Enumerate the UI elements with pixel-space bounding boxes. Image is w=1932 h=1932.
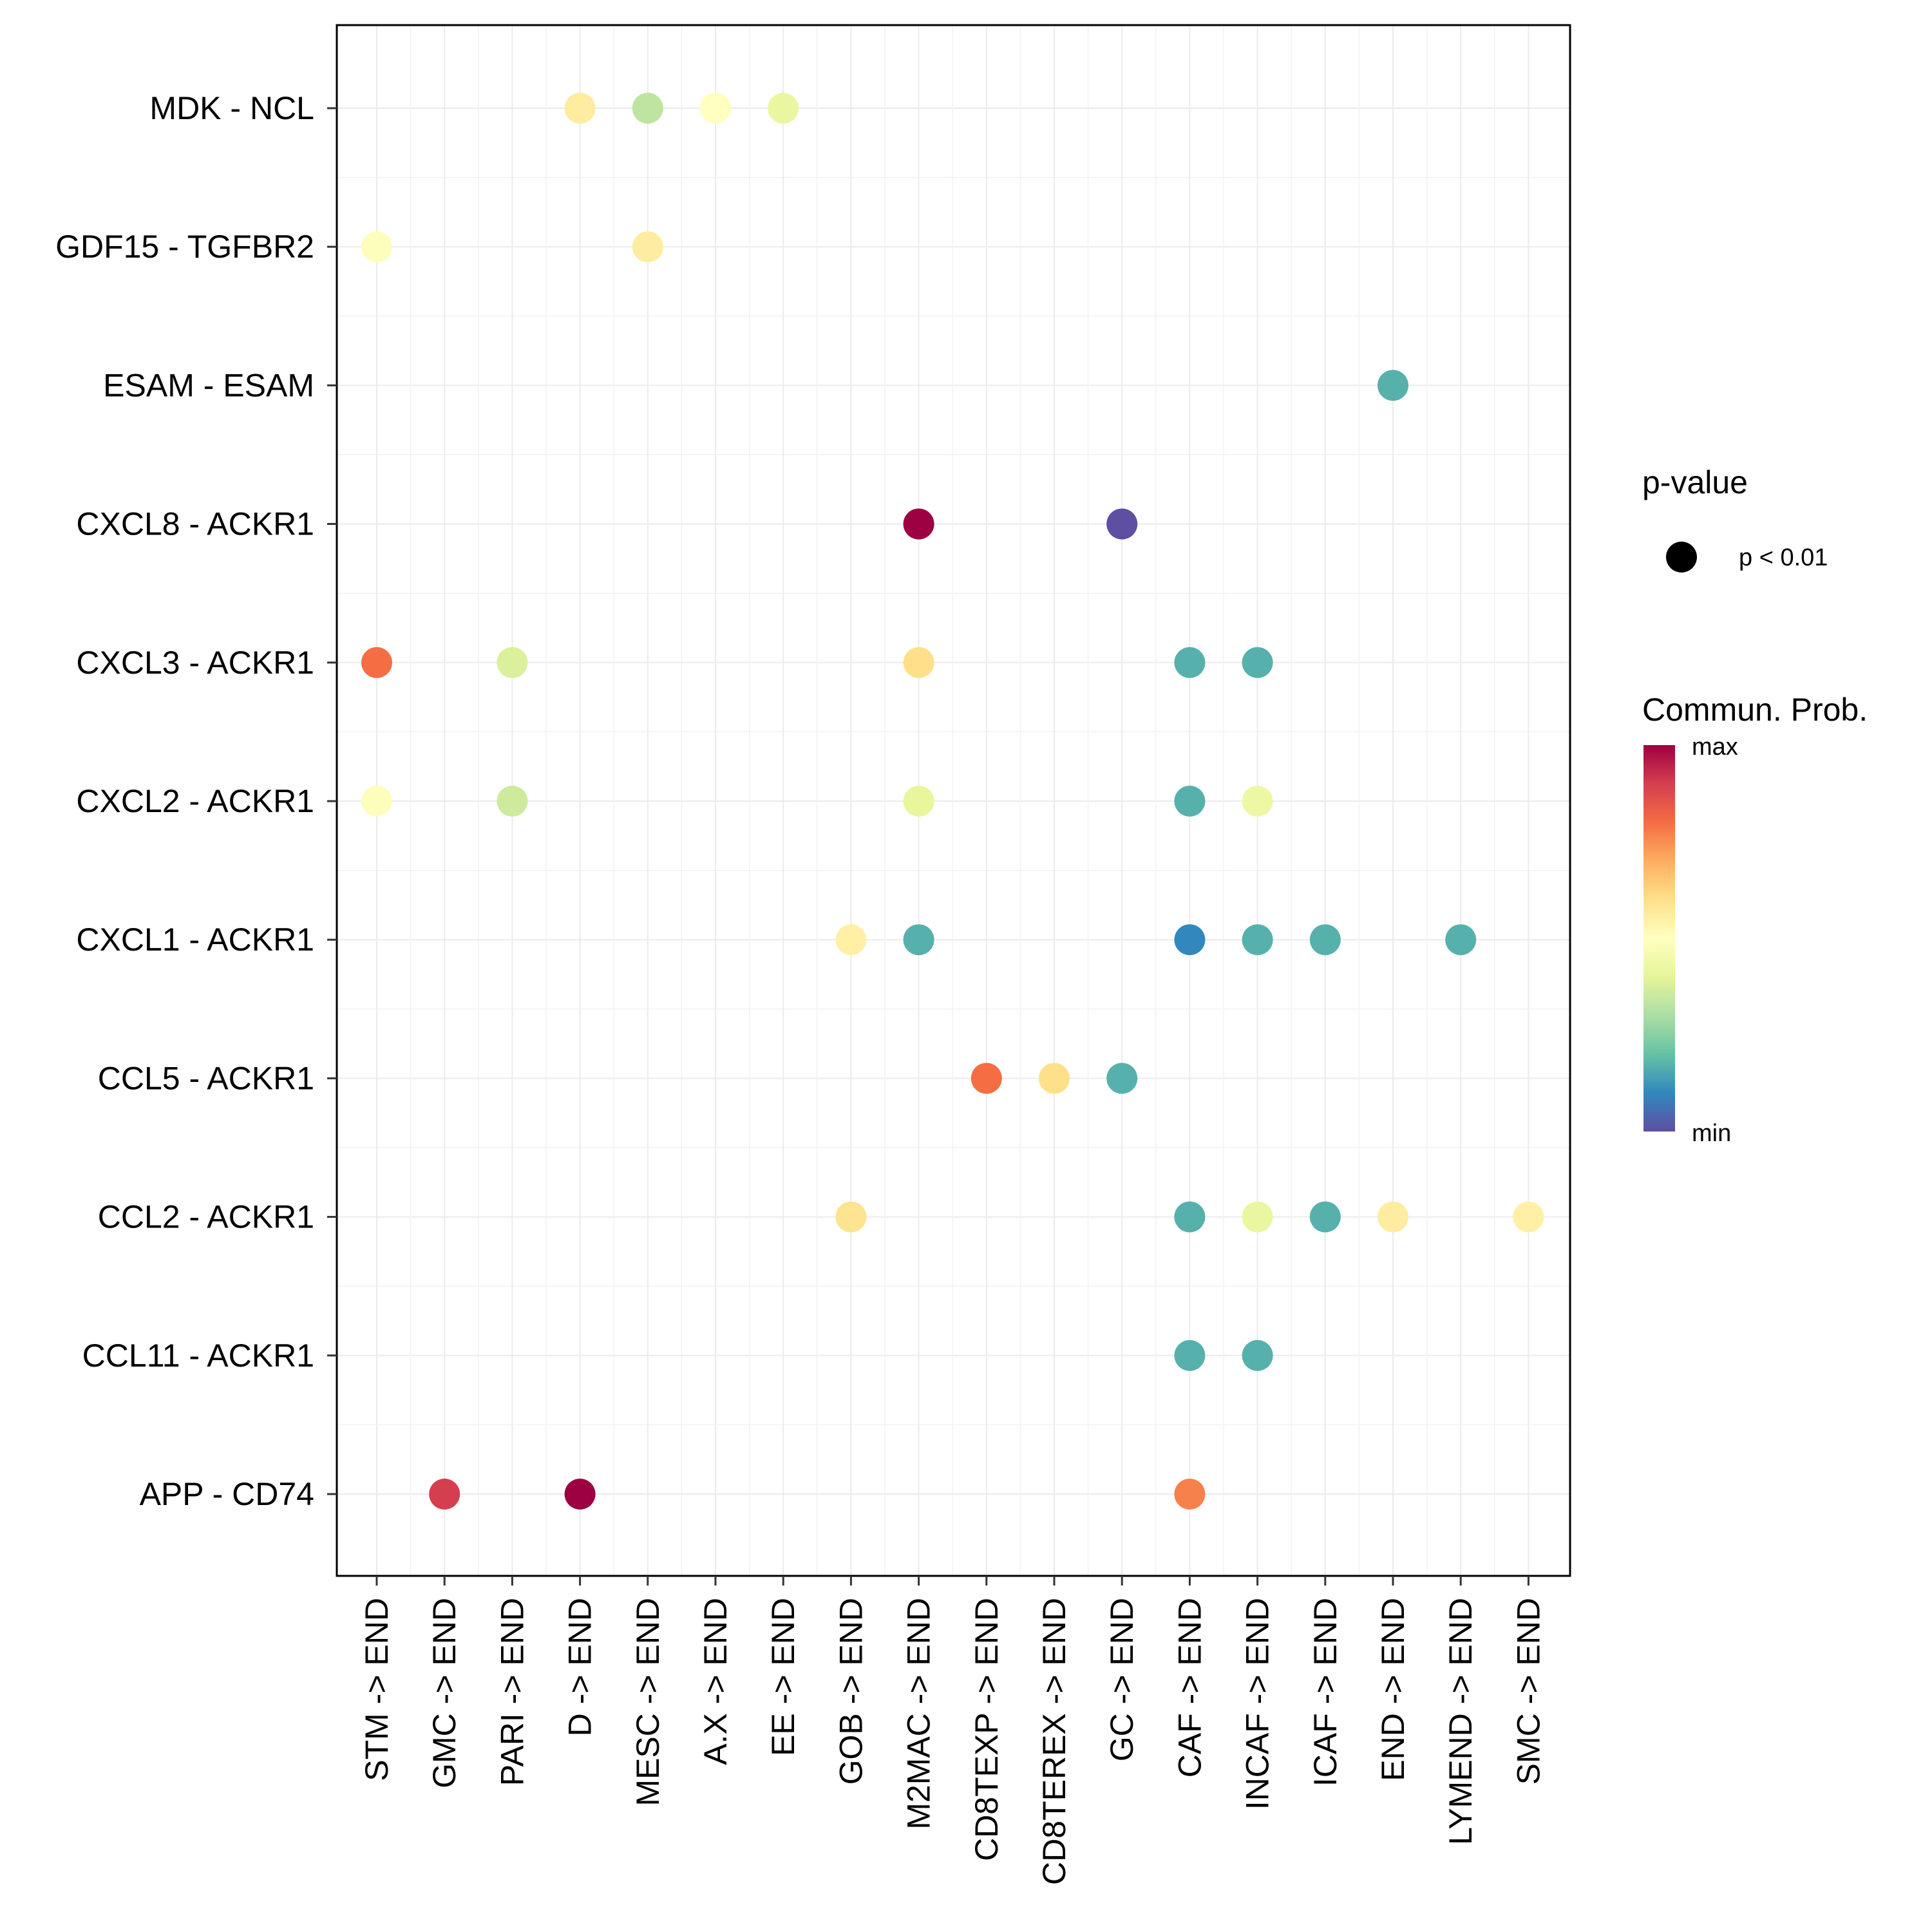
dot-point — [1309, 924, 1341, 956]
dot-point — [1378, 370, 1408, 401]
dot-point — [700, 93, 731, 124]
x-tick-label: GC -> END — [1104, 1598, 1140, 1761]
dot-point — [1174, 786, 1206, 817]
dot-point — [361, 647, 392, 678]
prob-legend: Commun. Prob. max min — [1642, 692, 1868, 1147]
prob-legend-title: Commun. Prob. — [1642, 692, 1868, 728]
dot-point — [564, 93, 596, 124]
x-tick-label: ICAF -> END — [1307, 1598, 1343, 1786]
dot-point — [1174, 1201, 1206, 1233]
x-tick-label: CD8TEXP -> END — [969, 1598, 1005, 1861]
dot-point — [903, 508, 934, 540]
dot-point — [1242, 1340, 1273, 1371]
prob-legend-min: min — [1692, 1120, 1731, 1147]
y-tick-label: MDK - NCL — [149, 90, 314, 126]
dot-point — [1106, 1063, 1138, 1094]
x-tick-label: GMC -> END — [426, 1598, 462, 1788]
dot-point — [632, 93, 663, 124]
x-tick-label: M2MAC -> END — [901, 1598, 937, 1830]
dot-point — [835, 1201, 867, 1233]
data-points — [361, 93, 1544, 1510]
dot-point — [1242, 786, 1273, 817]
dot-point — [1378, 1201, 1408, 1233]
dot-point — [1242, 1201, 1273, 1233]
y-tick-label: APP - CD74 — [140, 1476, 314, 1512]
x-tick-label: A.X -> END — [697, 1598, 734, 1765]
y-axis: MDK - NCL GDF15 - TGFBR2 ESAM - ESAM CXCL8 … — [55, 90, 337, 1512]
prob-colorbar — [1643, 745, 1675, 1132]
dot-point — [361, 231, 392, 263]
dot-point — [903, 647, 934, 678]
dot-point — [1174, 1479, 1206, 1510]
grid-lines — [337, 25, 1570, 1576]
dot-point — [497, 786, 528, 817]
y-tick-label: CCL5 - ACKR1 — [98, 1060, 314, 1096]
dot-point — [429, 1479, 460, 1510]
pvalue-legend-title: p-value — [1642, 464, 1748, 500]
x-tick-label: STM -> END — [359, 1598, 395, 1781]
dot-point — [1174, 924, 1206, 956]
x-tick-label: END -> END — [1375, 1598, 1411, 1781]
x-axis: STM -> END GMC -> END PARI -> END D -> END M… — [359, 1576, 1546, 1885]
dot-point — [903, 786, 934, 817]
x-tick-label: GOB -> END — [833, 1598, 869, 1785]
dot-point — [971, 1063, 1002, 1094]
dot-point — [1106, 508, 1138, 540]
x-tick-label: SMC -> END — [1510, 1598, 1546, 1785]
dot-point — [497, 647, 528, 678]
x-tick-label: PARI -> END — [494, 1598, 530, 1786]
y-tick-label: CCL11 - ACKR1 — [82, 1338, 314, 1374]
x-tick-label: CD8TEREX -> END — [1036, 1598, 1072, 1885]
dot-point — [1242, 647, 1273, 678]
dot-point — [564, 1479, 596, 1510]
x-tick-label: LYMEND -> END — [1443, 1598, 1479, 1845]
dot-point — [768, 93, 799, 124]
x-tick-label: MESC -> END — [630, 1598, 666, 1806]
dot-point — [1039, 1063, 1070, 1094]
dot-point — [1445, 924, 1477, 956]
x-tick-label: CAF -> END — [1171, 1598, 1208, 1777]
dot-point — [1174, 647, 1206, 678]
y-tick-label: CXCL3 - ACKR1 — [76, 645, 314, 681]
x-tick-label: INCAF -> END — [1240, 1598, 1276, 1810]
y-tick-label: ESAM - ESAM — [103, 367, 314, 403]
dot-point — [1242, 924, 1273, 956]
dot-point — [1513, 1201, 1544, 1233]
y-tick-label: CCL2 - ACKR1 — [98, 1199, 314, 1235]
x-tick-label: D -> END — [562, 1598, 598, 1736]
dot-point — [361, 786, 392, 817]
y-tick-label: CXCL8 - ACKR1 — [76, 506, 314, 542]
dot-point — [632, 231, 663, 263]
dot-point — [903, 924, 934, 956]
y-tick-label: CXCL2 - ACKR1 — [76, 783, 314, 819]
pvalue-legend: p-value p < 0.01 — [1642, 464, 1828, 573]
y-tick-label: CXCL1 - ACKR1 — [76, 922, 314, 958]
dot-point — [835, 924, 867, 956]
y-tick-label: GDF15 - TGFBR2 — [55, 229, 314, 265]
pvalue-legend-label: p < 0.01 — [1739, 544, 1828, 571]
prob-legend-max: max — [1692, 734, 1738, 761]
dot-point — [1174, 1340, 1206, 1371]
pvalue-legend-dot — [1666, 542, 1697, 573]
dot-point — [1309, 1201, 1341, 1233]
x-tick-label: EE -> END — [765, 1598, 801, 1756]
